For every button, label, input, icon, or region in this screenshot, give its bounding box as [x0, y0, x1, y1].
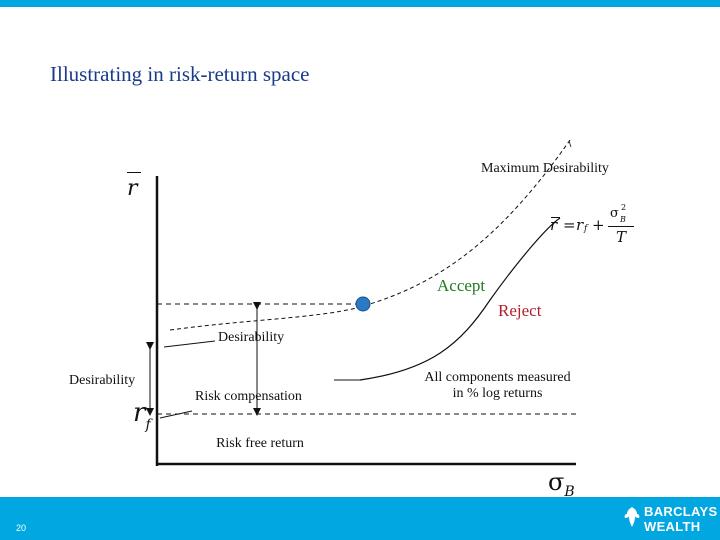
- risk-free-pointer-line: [159, 410, 193, 419]
- portfolio-point: [355, 296, 371, 312]
- measurement-note: All components measured in % log returns: [405, 370, 590, 402]
- eagle-icon: [624, 507, 640, 527]
- logo-line-2: WEALTH: [644, 519, 701, 534]
- accept-label: Accept: [437, 276, 486, 295]
- measurement-note-line-2: in % log returns: [452, 386, 543, 401]
- max-desirability-label: Maximum Desirability: [481, 161, 609, 176]
- measurement-note-line-1: All components measured: [424, 370, 571, 385]
- y-axis-symbol: r: [127, 172, 141, 201]
- slide-title: Illustrating in risk-return space: [50, 62, 310, 86]
- desirability-pointer-line: [163, 340, 216, 348]
- risk-compensation-label: Risk compensation: [195, 389, 302, 404]
- footer-band: [0, 497, 720, 540]
- page-number: 20: [16, 523, 27, 533]
- curve-equation: r = r f + σ B 2 T: [550, 203, 640, 250]
- top-tick-mark: [568, 140, 572, 148]
- logo-line-1: BARCLAYS: [644, 504, 718, 519]
- risk-free-return-label: Risk free return: [216, 436, 304, 451]
- x-axis-symbol: σB: [548, 468, 575, 500]
- risk-free-symbol: rf: [133, 398, 151, 433]
- reject-label: Reject: [498, 301, 542, 320]
- desirability-label-upper: Desirability: [218, 330, 285, 345]
- top-accent-bar: [0, 0, 720, 7]
- accept-reject-curve: [359, 217, 561, 381]
- desirability-label-left: Desirability: [69, 373, 136, 388]
